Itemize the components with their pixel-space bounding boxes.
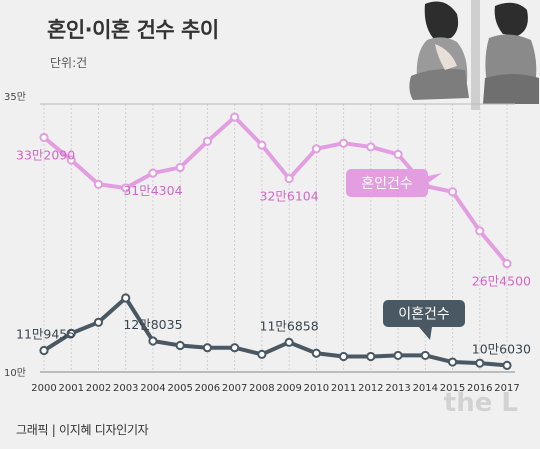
couple-illustration bbox=[409, 0, 539, 110]
data-point bbox=[66, 155, 76, 165]
x-tick-label: 2012 bbox=[358, 383, 383, 394]
credit-text: 그래픽 | 이지혜 디자인기자 bbox=[16, 423, 149, 437]
x-tick-label: 2003 bbox=[113, 383, 138, 394]
data-point bbox=[447, 357, 458, 367]
data-point bbox=[121, 183, 131, 193]
series-tag-label: 혼인건수 bbox=[361, 176, 413, 192]
x-tick-label: 2008 bbox=[249, 383, 274, 394]
data-label: 10만6030 bbox=[472, 341, 531, 356]
x-tick-label: 2010 bbox=[304, 383, 329, 394]
data-label: 11만9455 bbox=[16, 327, 75, 342]
series-tag-box bbox=[346, 169, 428, 197]
data-point bbox=[475, 226, 485, 236]
x-tick-label: 2001 bbox=[59, 383, 84, 394]
series-tag-label: 이혼건수 bbox=[398, 307, 450, 323]
x-tick-label: 2017 bbox=[494, 383, 519, 394]
data-point bbox=[148, 336, 158, 346]
data-point bbox=[175, 162, 185, 173]
data-point bbox=[148, 168, 158, 178]
data-point bbox=[284, 174, 294, 184]
page-title: 혼인·이혼 건수 추이 bbox=[47, 18, 219, 42]
data-point bbox=[311, 348, 321, 358]
data-point bbox=[366, 142, 376, 152]
data-point bbox=[311, 144, 321, 154]
data-label: 33만2090 bbox=[16, 147, 75, 162]
data-point bbox=[420, 350, 430, 361]
x-tick-label: 2004 bbox=[140, 383, 165, 394]
x-tick-label: 2006 bbox=[195, 383, 220, 394]
x-tick-label: 2016 bbox=[467, 383, 492, 394]
series-line bbox=[42, 296, 508, 368]
x-tick-label: 2013 bbox=[385, 383, 410, 394]
data-point bbox=[257, 349, 267, 359]
data-label: 32만6104 bbox=[260, 189, 319, 204]
data-point bbox=[230, 343, 240, 353]
data-point bbox=[66, 328, 76, 338]
x-tick-label: 2002 bbox=[86, 383, 111, 394]
data-point bbox=[447, 187, 458, 197]
x-tick-label: 2005 bbox=[167, 383, 192, 394]
data-label: 31만4304 bbox=[123, 183, 182, 198]
x-tick-label: 2015 bbox=[440, 383, 465, 394]
unit-label: 단위:건 bbox=[50, 56, 88, 70]
data-point bbox=[338, 351, 349, 362]
data-point bbox=[257, 140, 267, 150]
y-tick-label: 35만 bbox=[4, 91, 26, 103]
series-tag-box bbox=[383, 300, 465, 327]
data-point bbox=[475, 358, 485, 368]
data-point bbox=[393, 149, 403, 159]
data-point bbox=[366, 351, 376, 362]
y-axis-labels: 35만 10만 bbox=[4, 91, 26, 379]
data-point bbox=[39, 345, 49, 356]
data-point bbox=[284, 337, 294, 347]
series-tag-pointer bbox=[419, 327, 432, 340]
data-point bbox=[202, 343, 213, 353]
data-point bbox=[230, 112, 240, 122]
data-point bbox=[502, 360, 512, 370]
series-tag-pointer bbox=[428, 173, 442, 183]
data-point bbox=[121, 293, 131, 303]
x-tick-label: 2011 bbox=[331, 383, 356, 394]
data-point bbox=[338, 138, 349, 148]
logo: the L bbox=[443, 388, 518, 418]
data-label: 12만8035 bbox=[123, 317, 182, 332]
x-tick-label: 2009 bbox=[276, 383, 301, 394]
series-lines bbox=[39, 112, 512, 370]
y-tick-label: 10만 bbox=[4, 367, 26, 379]
x-tick-label: 2000 bbox=[31, 383, 56, 394]
data-point bbox=[202, 136, 213, 146]
x-axis-labels: 2000 2001 2002 2003 2004 2005 2006 2007 2008 2009… bbox=[31, 383, 519, 394]
data-label: 26만4500 bbox=[472, 274, 531, 289]
data-point bbox=[175, 340, 185, 351]
data-labels: 33만2090 31만4304 32만6104 26만4500 11만9455 12만80… bbox=[16, 147, 531, 356]
data-point bbox=[93, 317, 104, 327]
data-point bbox=[502, 259, 512, 269]
x-tick-label: 2014 bbox=[413, 383, 438, 394]
data-point bbox=[93, 179, 104, 189]
data-label: 11만6858 bbox=[260, 318, 319, 333]
x-tick-label: 2007 bbox=[222, 383, 247, 394]
data-point bbox=[393, 350, 403, 361]
data-point bbox=[39, 132, 49, 143]
